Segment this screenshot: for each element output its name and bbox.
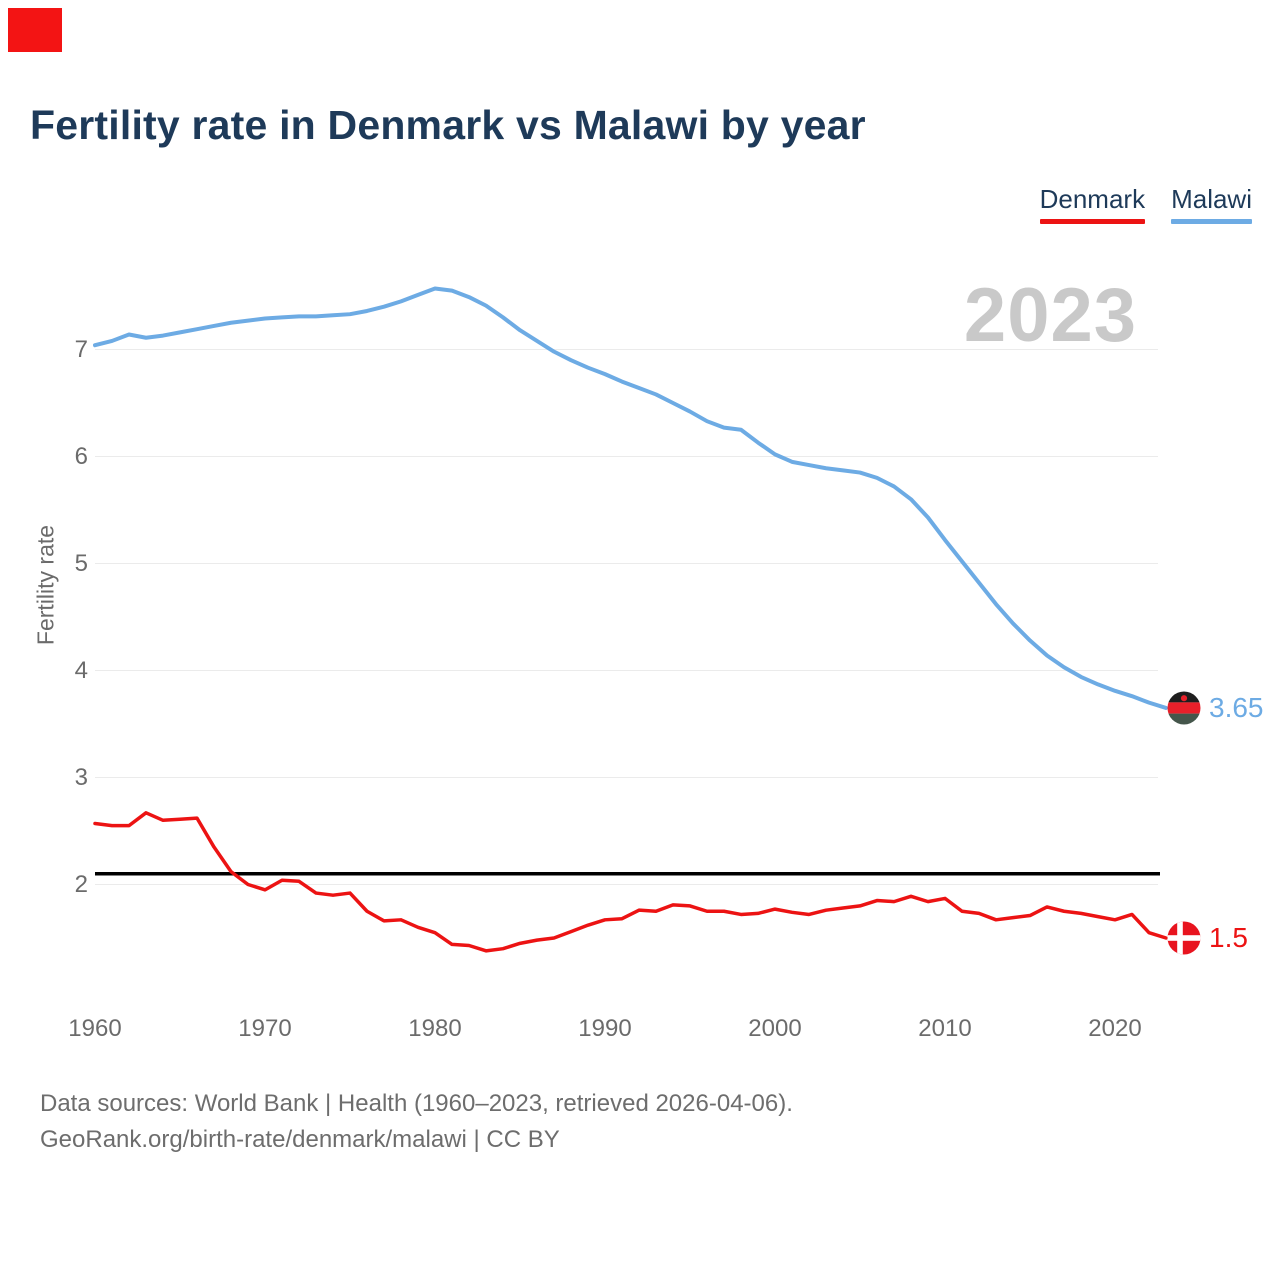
legend: Denmark Malawi bbox=[1039, 184, 1252, 224]
y-tick-2: 2 bbox=[74, 870, 88, 898]
year-watermark: 2023 bbox=[963, 273, 1137, 358]
y-tick-7: 7 bbox=[74, 335, 88, 363]
denmark-end-label: 1.5 bbox=[1167, 921, 1248, 955]
malawi-end-value: 3.65 bbox=[1209, 692, 1264, 723]
chart-title: Fertility rate in Denmark vs Malawi by y… bbox=[30, 102, 866, 148]
denmark-line bbox=[93, 811, 1168, 953]
footer-line-2: GeoRank.org/birth-rate/denmark/malawi | … bbox=[40, 1126, 560, 1153]
y-tick-6: 6 bbox=[74, 442, 88, 470]
legend-item-denmark[interactable]: Denmark bbox=[1039, 184, 1146, 224]
malawi-end-label: 3.65 bbox=[1167, 691, 1264, 725]
x-tick-2010: 2010 bbox=[918, 1015, 972, 1042]
y-tick-5: 5 bbox=[74, 549, 88, 577]
legend-label-malawi: Malawi bbox=[1171, 184, 1252, 214]
footer-line-1: Data sources: World Bank | Health (1960–… bbox=[40, 1090, 793, 1117]
denmark-flag-icon bbox=[1167, 921, 1201, 955]
legend-label-denmark: Denmark bbox=[1039, 184, 1146, 214]
malawi-flag-icon bbox=[1167, 691, 1201, 725]
x-tick-1970: 1970 bbox=[238, 1015, 292, 1042]
x-tick-2020: 2020 bbox=[1088, 1015, 1142, 1042]
corner-marker bbox=[8, 8, 62, 52]
y-tick-3: 3 bbox=[74, 763, 88, 791]
legend-item-malawi[interactable]: Malawi bbox=[1171, 184, 1252, 224]
malawi-line bbox=[93, 286, 1168, 710]
x-tick-1990: 1990 bbox=[578, 1015, 632, 1042]
denmark-color-swatch bbox=[1039, 219, 1146, 224]
x-tick-1960: 1960 bbox=[68, 1015, 122, 1042]
x-tick-1980: 1980 bbox=[408, 1015, 462, 1042]
data-source-note: Data sources: World Bank | Health (1960–… bbox=[40, 1086, 793, 1158]
x-tick-2000: 2000 bbox=[748, 1015, 802, 1042]
denmark-end-value: 1.5 bbox=[1209, 922, 1248, 953]
y-tick-4: 4 bbox=[74, 656, 88, 684]
malawi-color-swatch bbox=[1171, 219, 1252, 224]
